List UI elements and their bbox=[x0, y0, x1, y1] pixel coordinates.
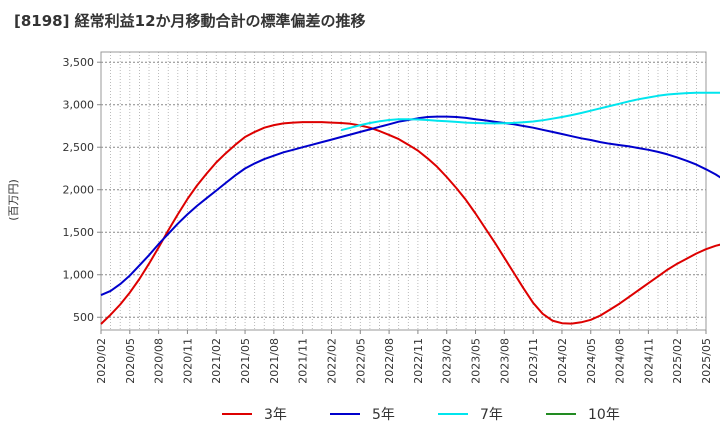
y-tick-label: 2,000 bbox=[63, 184, 95, 197]
y-tick-label: 1,000 bbox=[63, 269, 95, 282]
y-tick-label: 2,500 bbox=[63, 141, 95, 154]
x-tick-label: 2025/05 bbox=[700, 338, 713, 384]
x-tick-label: 2020/08 bbox=[153, 338, 166, 384]
legend-label: 3年 bbox=[264, 407, 287, 423]
x-tick-label: 2024/02 bbox=[556, 338, 569, 384]
x-tick-label: 2023/08 bbox=[498, 338, 511, 384]
x-tick-label: 2024/05 bbox=[585, 338, 598, 384]
x-tick-label: 2024/11 bbox=[642, 338, 655, 384]
x-tick-label: 2025/02 bbox=[671, 338, 684, 384]
y-tick-label: 500 bbox=[73, 311, 94, 324]
x-tick-label: 2021/02 bbox=[210, 338, 223, 384]
y-tick-label: 1,500 bbox=[63, 226, 95, 239]
legend-label: 5年 bbox=[372, 407, 395, 423]
grid-layer bbox=[100, 52, 707, 330]
series-layer bbox=[100, 91, 720, 325]
x-tick-label: 2023/05 bbox=[470, 338, 483, 384]
series-line bbox=[340, 91, 720, 132]
y-tick-label: 3,500 bbox=[63, 56, 95, 69]
y-axis-ticks: 500 1,000 1,500 2,000 2,500 3,000 3,500 bbox=[63, 56, 101, 324]
x-tick-label: 2022/11 bbox=[412, 338, 425, 384]
plot-frame bbox=[100, 51, 707, 331]
x-tick-label: 2022/05 bbox=[354, 338, 367, 384]
x-tick-label: 2020/02 bbox=[95, 338, 108, 384]
legend-label: 7年 bbox=[480, 407, 503, 423]
x-tick-label: 2020/11 bbox=[181, 338, 194, 384]
series-line bbox=[100, 121, 720, 325]
y-tick-label: 3,000 bbox=[63, 99, 95, 112]
x-axis-ticks: 2020/02 2020/05 2020/08 2020/11 2021/02 2021/… bbox=[95, 330, 713, 384]
x-tick-label: 2020/05 bbox=[124, 338, 137, 384]
x-tick-label: 2022/08 bbox=[383, 338, 396, 384]
legend-label: 10年 bbox=[588, 407, 620, 423]
x-tick-label: 2023/02 bbox=[441, 338, 454, 384]
x-tick-label: 2023/11 bbox=[527, 338, 540, 384]
x-tick-label: 2022/02 bbox=[325, 338, 338, 384]
x-tick-label: 2021/08 bbox=[268, 338, 281, 384]
x-tick-label: 2021/05 bbox=[239, 338, 252, 384]
legend: 3年 5年 7年 10年 bbox=[222, 407, 620, 423]
chart-title: [8198] 経常利益12か月移動合計の標準偏差の推移 bbox=[14, 12, 366, 30]
y-axis-label: (百万円) bbox=[7, 179, 20, 221]
series-line bbox=[100, 115, 720, 297]
x-tick-label: 2021/11 bbox=[297, 338, 310, 384]
x-tick-label: 2024/08 bbox=[614, 338, 627, 384]
